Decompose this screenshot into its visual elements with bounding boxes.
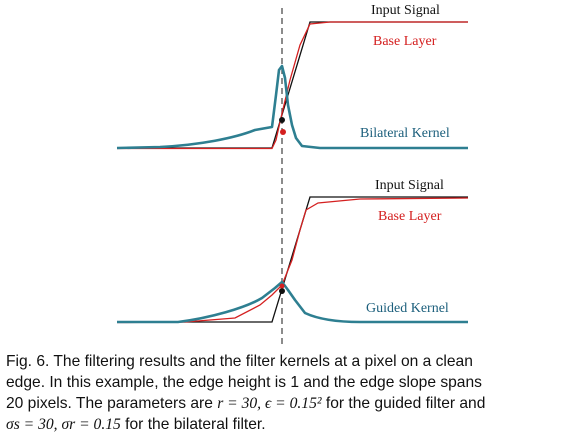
top-base-layer-label: Base Layer — [373, 34, 437, 49]
top-bilateral-kernel-line — [116, 64, 468, 150]
caption-line-3-pre: 20 pixels. The parameters are — [6, 395, 218, 412]
caption-guided-params: r = 30, ϵ = 0.15² — [217, 395, 322, 412]
bottom-base-marker — [279, 283, 285, 289]
bottom-base-layer-label: Base Layer — [378, 209, 442, 224]
bottom-panel — [116, 196, 469, 324]
caption-line-4: σs = 30, σr = 0.15 for the bilateral fil… — [6, 414, 578, 435]
figure-caption: Fig. 6. The filtering results and the fi… — [6, 351, 578, 435]
figure-plot — [116, 8, 469, 345]
bottom-guided-kernel-line — [117, 280, 468, 324]
caption-line-3-post: for the guided filter and — [321, 395, 486, 412]
top-kernel-label: Bilateral Kernel — [360, 126, 450, 141]
top-input-signal-label: Input Signal — [371, 3, 440, 18]
bottom-input-marker — [279, 288, 285, 294]
bottom-input-signal-label: Input Signal — [375, 178, 444, 193]
caption-line-1: Fig. 6. The filtering results and the fi… — [6, 353, 473, 370]
bottom-base-layer-line — [116, 197, 469, 324]
caption-line-2: edge. In this example, the edge height i… — [6, 374, 482, 391]
bottom-kernel-label: Guided Kernel — [366, 301, 449, 316]
caption-bilateral-params: σs = 30, σr = 0.15 — [6, 416, 121, 433]
bottom-input-signal-line — [117, 196, 468, 323]
top-base-marker — [280, 129, 286, 135]
caption-line-3: 20 pixels. The parameters are r = 30, ϵ … — [6, 393, 578, 414]
top-input-marker — [279, 117, 285, 123]
caption-line-4-post: for the bilateral filter. — [120, 416, 266, 433]
figure: Input Signal Base Layer Bilateral Kernel… — [116, 3, 469, 345]
top-panel — [116, 21, 468, 150]
